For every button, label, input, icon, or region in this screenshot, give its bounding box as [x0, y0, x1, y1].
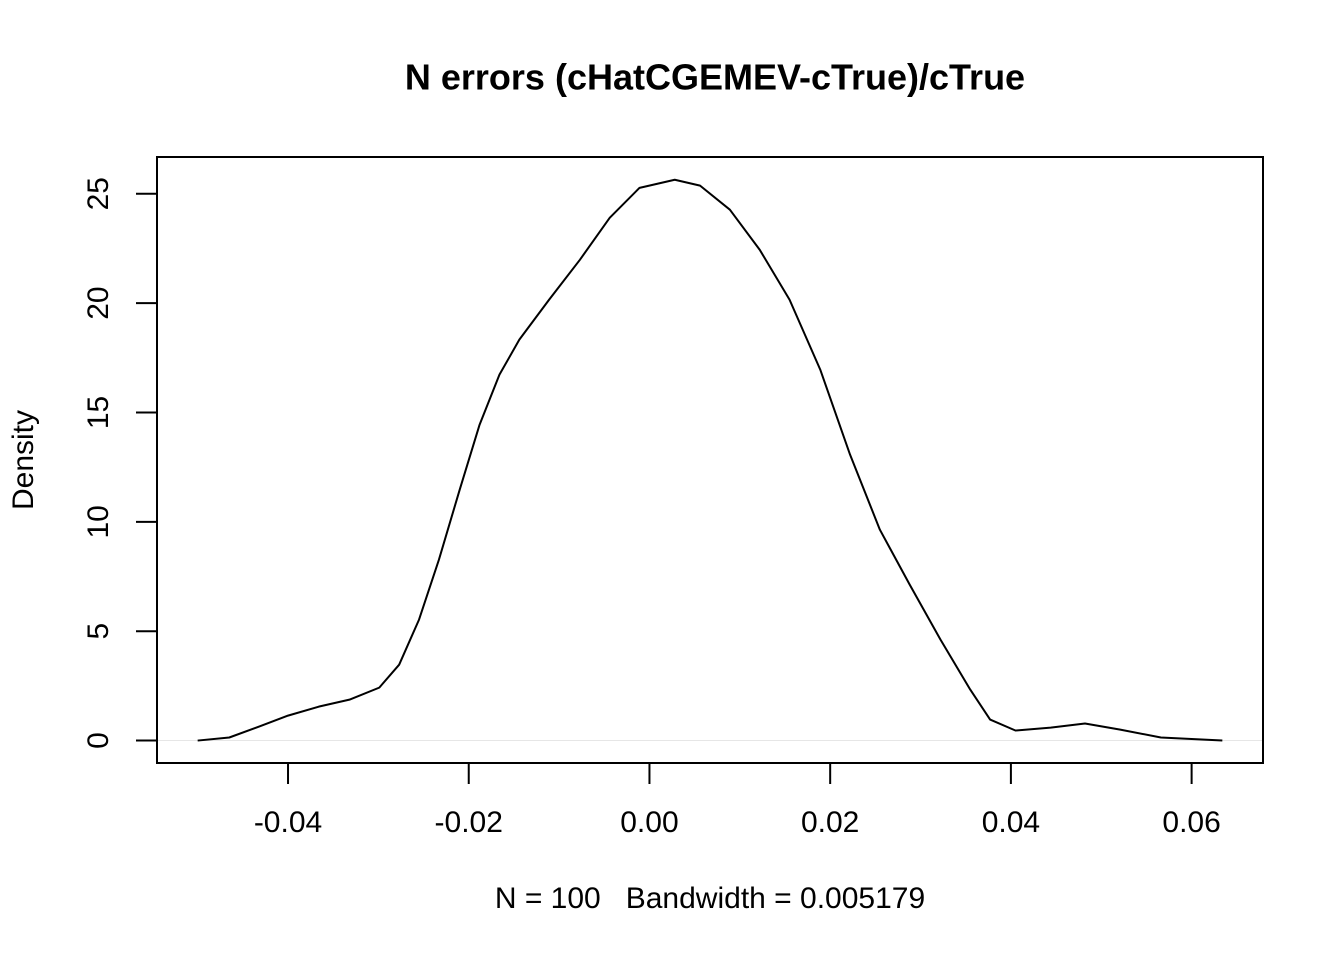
x-axis-label: N = 100 Bandwidth = 0.005179 — [495, 882, 925, 915]
density-line — [197, 178, 1223, 742]
x-tick-label: -0.04 — [254, 806, 322, 839]
y-tick-label: 10 — [82, 505, 115, 538]
y-tick-label: 15 — [82, 396, 115, 429]
y-tick-label: 25 — [82, 177, 115, 210]
x-tick-label: 0.04 — [982, 806, 1040, 839]
x-tick-label: 0.00 — [620, 806, 678, 839]
y-tick-label: 0 — [82, 732, 115, 749]
y-tick-label: 20 — [82, 286, 115, 319]
x-tick-label: -0.02 — [435, 806, 503, 839]
x-tick-label: 0.06 — [1162, 806, 1220, 839]
y-tick-label: 5 — [82, 623, 115, 640]
x-tick-label: 0.02 — [801, 806, 859, 839]
chart-title: N errors (cHatCGEMEV-cTrue)/cTrue — [405, 57, 1025, 98]
y-axis-label: Density — [7, 410, 40, 510]
